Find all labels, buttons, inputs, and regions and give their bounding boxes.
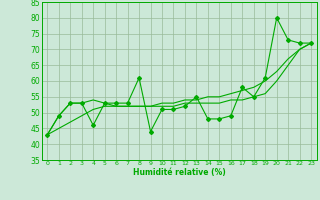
- X-axis label: Humidité relative (%): Humidité relative (%): [133, 168, 226, 177]
